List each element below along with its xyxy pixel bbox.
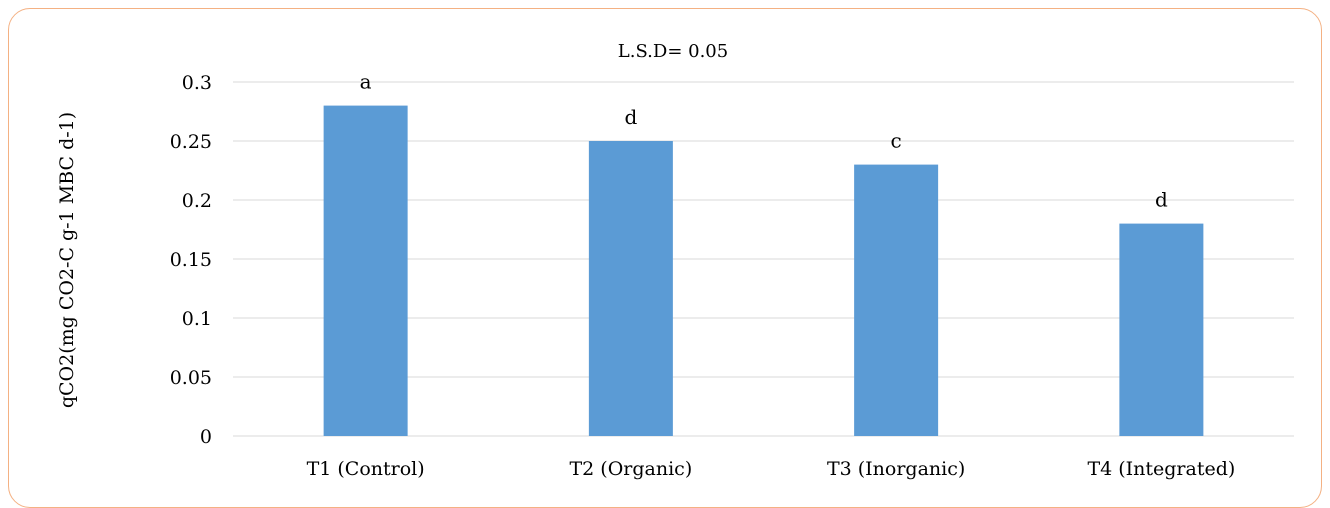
y-tick-label: 0.25	[170, 131, 212, 153]
bar-data-label: a	[360, 70, 372, 94]
y-tick-label: 0.05	[170, 367, 212, 389]
bar-data-label: d	[624, 105, 637, 129]
y-tick-label: 0.15	[170, 249, 212, 271]
bar-data-label: d	[1155, 188, 1168, 212]
x-category-label: T3 (Inorganic)	[827, 458, 965, 480]
y-tick-label: 0.1	[182, 308, 212, 330]
gridlines	[233, 81, 1294, 437]
bar-data-label: c	[891, 129, 902, 153]
bar	[854, 164, 939, 436]
y-axis-label: qCO2(mg CO2-C g-1 MBC d-1)	[56, 112, 78, 408]
bar	[323, 105, 408, 436]
data-labels: a d c d	[360, 70, 1168, 212]
bar-chart: 0 0.05 0.1 0.15 0.2 0.25 0.3 a d c d T1 (Control)…	[56, 41, 1294, 480]
bars	[323, 105, 1204, 436]
bar	[1119, 223, 1204, 436]
y-tick-label: 0.2	[182, 190, 212, 212]
y-axis-ticks: 0 0.05 0.1 0.15 0.2 0.25 0.3	[170, 72, 212, 448]
x-category-label: T4 (Integrated)	[1087, 458, 1235, 480]
y-tick-label: 0	[200, 426, 212, 448]
bar	[588, 141, 673, 436]
x-axis-categories: T1 (Control) T2 (Organic) T3 (Inorganic) T4…	[307, 458, 1236, 480]
x-category-label: T1 (Control)	[307, 458, 425, 480]
x-category-label: T2 (Organic)	[570, 458, 693, 480]
chart-title: L.S.D= 0.05	[618, 41, 728, 62]
y-tick-label: 0.3	[182, 72, 212, 94]
